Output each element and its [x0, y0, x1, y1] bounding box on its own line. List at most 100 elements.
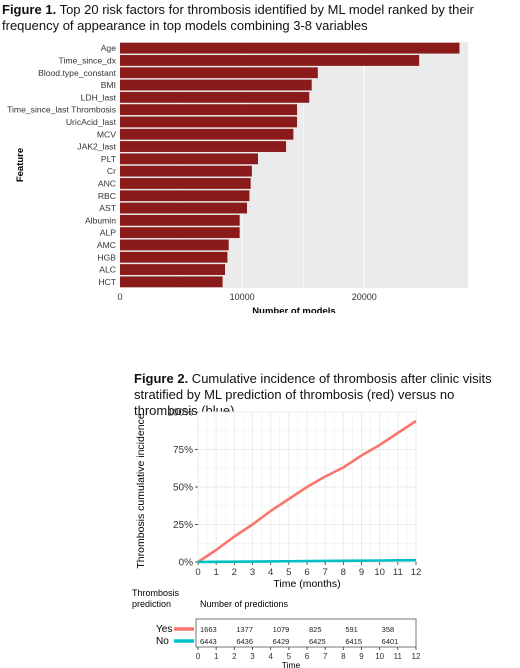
risk-table-cell: 6436 — [236, 637, 253, 646]
figure-1-bar-chart: 0 10000 20000 Age Time_since_dx Blood.type_co… — [7, 42, 468, 313]
x-tick-label: 0 — [117, 292, 122, 302]
x-tick-label: 0 — [195, 567, 200, 578]
bar — [120, 202, 247, 214]
figure-1-caption: Figure 1. Top 20 risk factors for thromb… — [2, 2, 518, 34]
y-tick-label: Cr — [107, 166, 116, 176]
risk-table-tick-label: 3 — [250, 652, 255, 661]
y-tick-label: Time_since_dx — [59, 55, 117, 65]
bar — [120, 67, 318, 79]
y-tick-label: PLT — [101, 154, 117, 164]
y-axis-title: Thrombosis cumulative incidence — [135, 413, 147, 568]
risk-table-cell: 1377 — [236, 625, 253, 634]
y-tick-label: Albumin — [85, 215, 116, 225]
y-tick-label: ALC — [99, 265, 116, 275]
risk-table-cell: 6415 — [345, 637, 362, 646]
x-tick-label: 7 — [323, 567, 328, 578]
figure-2-caption-text: Cumulative incidence of thrombosis after… — [134, 371, 492, 418]
risk-table-cell: 6443 — [200, 637, 217, 646]
x-tick-label: 6 — [304, 567, 309, 578]
risk-table-tick-label: 9 — [359, 652, 364, 661]
bar — [120, 239, 229, 251]
x-tick-label: 4 — [268, 567, 273, 578]
risk-table-tick-label: 0 — [196, 652, 201, 661]
risk-table-frame — [195, 618, 417, 648]
risk-table-tick-label: 8 — [341, 652, 346, 661]
figure-1-label: Figure 1. — [2, 2, 57, 17]
y-tick-label: LDH_last — [81, 92, 117, 102]
y-tick-label: HGB — [97, 252, 116, 262]
risk-table-cell: 825 — [309, 625, 322, 634]
bar — [120, 42, 460, 54]
y-tick-label: 100% — [167, 408, 193, 419]
x-tick-label: 12 — [411, 567, 422, 578]
y-tick-label: HCT — [98, 277, 116, 287]
x-tick-label: 8 — [341, 567, 346, 578]
risk-table-cell: 6429 — [273, 637, 290, 646]
risk-table-cell: 591 — [345, 625, 358, 634]
risk-table-tick-label: 11 — [394, 652, 403, 661]
bar — [120, 79, 312, 91]
series-line-yes — [197, 419, 417, 564]
x-tick-label: 1 — [214, 567, 219, 578]
bar — [120, 104, 298, 116]
x-tick-label: 5 — [286, 567, 291, 578]
risk-table-tick-label: 4 — [268, 652, 273, 661]
figure-2-label: Figure 2. — [134, 371, 189, 386]
risk-table-tick-label: 7 — [323, 652, 328, 661]
risk-table-cell: 1663 — [200, 625, 217, 634]
bar — [120, 214, 240, 226]
bar — [120, 141, 287, 152]
x-tick-label: 20000 — [352, 292, 377, 302]
risk-table-tick-label: 2 — [232, 652, 237, 661]
y-tick-label: 0% — [179, 558, 194, 569]
bar — [120, 190, 250, 202]
x-tick-label: 2 — [232, 567, 237, 578]
legend-label-yes: Yes — [156, 624, 172, 635]
y-tick-label: ALP — [100, 228, 117, 238]
bar — [120, 153, 258, 165]
y-tick-label: MCV — [97, 129, 116, 139]
y-tick-label: AST — [99, 203, 116, 213]
bar — [120, 55, 420, 66]
risk-table-tick-label: 10 — [375, 652, 384, 661]
bar — [120, 227, 240, 239]
y-tick-label: UricAcid_last — [66, 117, 117, 127]
bar — [120, 91, 310, 103]
y-tick-label: JAK2_last — [77, 142, 116, 152]
y-tick-label: Age — [101, 43, 117, 53]
plot-panel — [120, 42, 468, 288]
risk-table-cell: 1079 — [273, 625, 290, 634]
y-axis-title: Feature — [15, 148, 26, 182]
y-tick-label: 25% — [173, 520, 193, 531]
y-tick-label: Time_since_last Thrombosis — [7, 105, 116, 115]
figure-2-caption: Figure 2. Cumulative incidence of thromb… — [134, 371, 518, 419]
bar — [120, 116, 298, 128]
risk-table-cell: 6425 — [309, 637, 326, 646]
legend-title-line-2: prediction — [132, 599, 171, 609]
y-tick-label: 50% — [173, 483, 193, 494]
x-tick-label: 3 — [250, 567, 255, 578]
bar — [120, 165, 252, 177]
bar — [120, 128, 294, 140]
risk-table-time-label: Time — [282, 660, 301, 668]
x-tick-label: 9 — [359, 567, 364, 578]
y-tick-label: BMI — [101, 80, 116, 90]
y-tick-label: 75% — [173, 445, 193, 456]
y-tick-label: RBC — [98, 191, 116, 201]
y-tick-label: Blood.type_constant — [38, 68, 116, 78]
figure-1-caption-text: Top 20 risk factors for thrombosis ident… — [2, 2, 474, 33]
risk-table-tick-label: 12 — [412, 652, 421, 661]
risk-table-cell: 6401 — [382, 637, 399, 646]
x-tick-label: 10 — [374, 567, 385, 578]
risk-table-tick-label: 5 — [287, 652, 292, 661]
legend-title-line-1: Thrombosis — [132, 588, 180, 598]
risk-table-title: Number of predictions — [200, 599, 289, 609]
x-axis-title: Number of models — [252, 306, 335, 313]
bar — [120, 178, 251, 189]
x-tick-label: 11 — [393, 567, 403, 578]
x-axis-title: Time (months) — [273, 578, 340, 590]
series-line-no — [197, 558, 417, 564]
risk-table-tick-label: 6 — [305, 652, 310, 661]
risk-table-cell: 358 — [382, 625, 395, 634]
